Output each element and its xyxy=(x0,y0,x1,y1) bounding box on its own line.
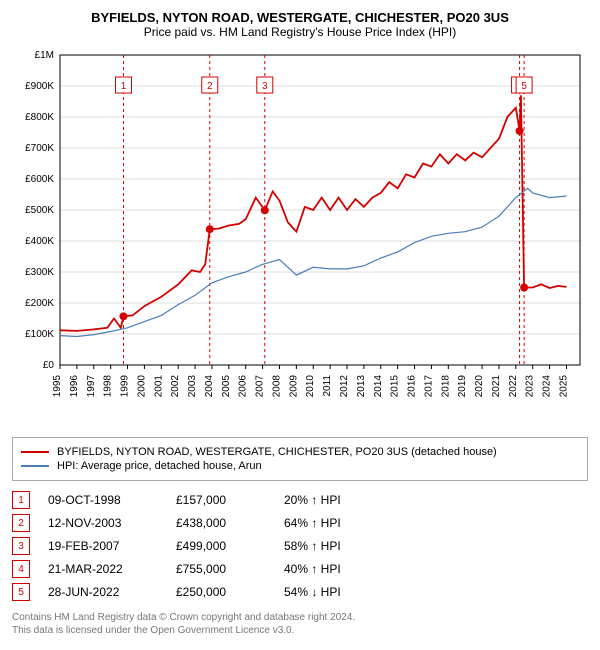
legend-swatch xyxy=(21,465,49,467)
transaction-price: £438,000 xyxy=(176,516,266,530)
svg-text:2005: 2005 xyxy=(221,375,232,398)
transaction-date: 09-OCT-1998 xyxy=(48,493,158,507)
transaction-diff: 40% ↑ HPI xyxy=(284,562,394,576)
svg-text:£700K: £700K xyxy=(25,143,54,154)
footer-attribution: Contains HM Land Registry data © Crown c… xyxy=(12,611,588,637)
svg-text:5: 5 xyxy=(521,81,527,92)
svg-text:£1M: £1M xyxy=(35,50,54,61)
chart-area: £0 £100K £200K £300K £400K £500K £600K £700K £80… xyxy=(12,47,588,427)
svg-text:1998: 1998 xyxy=(103,375,114,398)
legend-row: BYFIELDS, NYTON ROAD, WESTERGATE, CHICHE… xyxy=(21,446,579,458)
svg-text:£400K: £400K xyxy=(25,236,54,247)
svg-text:2013: 2013 xyxy=(356,375,367,398)
chart-container: BYFIELDS, NYTON ROAD, WESTERGATE, CHICHE… xyxy=(0,0,600,645)
svg-text:£300K: £300K xyxy=(25,267,54,278)
transaction-row: 3 19-FEB-2007 £499,000 58% ↑ HPI xyxy=(12,537,588,555)
svg-text:£200K: £200K xyxy=(25,298,54,309)
transaction-date: 12-NOV-2003 xyxy=(48,516,158,530)
transaction-price: £250,000 xyxy=(176,585,266,599)
legend-box: BYFIELDS, NYTON ROAD, WESTERGATE, CHICHE… xyxy=(12,437,588,481)
svg-text:1997: 1997 xyxy=(86,375,97,398)
transaction-price: £157,000 xyxy=(176,493,266,507)
svg-text:£600K: £600K xyxy=(25,174,54,185)
chart-title: BYFIELDS, NYTON ROAD, WESTERGATE, CHICHE… xyxy=(12,10,588,25)
transaction-marker: 3 xyxy=(12,537,30,555)
svg-text:2010: 2010 xyxy=(305,375,316,398)
legend-label: BYFIELDS, NYTON ROAD, WESTERGATE, CHICHE… xyxy=(57,446,497,458)
transaction-row: 5 28-JUN-2022 £250,000 54% ↓ HPI xyxy=(12,583,588,601)
transaction-row: 4 21-MAR-2022 £755,000 40% ↑ HPI xyxy=(12,560,588,578)
transaction-date: 28-JUN-2022 xyxy=(48,585,158,599)
svg-text:2004: 2004 xyxy=(204,375,215,398)
legend-label: HPI: Average price, detached house, Arun xyxy=(57,460,262,472)
svg-text:2007: 2007 xyxy=(255,375,266,398)
footer-line1: Contains HM Land Registry data © Crown c… xyxy=(12,611,588,624)
svg-text:2012: 2012 xyxy=(339,375,350,398)
svg-text:2000: 2000 xyxy=(136,375,147,398)
svg-text:2001: 2001 xyxy=(153,375,164,398)
legend-row: HPI: Average price, detached house, Arun xyxy=(21,460,579,472)
transactions-table: 1 09-OCT-1998 £157,000 20% ↑ HPI 2 12-NOV-200… xyxy=(12,491,588,601)
svg-text:2: 2 xyxy=(207,81,213,92)
svg-text:2016: 2016 xyxy=(407,375,418,398)
svg-text:2003: 2003 xyxy=(187,375,198,398)
transaction-marker: 5 xyxy=(12,583,30,601)
svg-text:2024: 2024 xyxy=(542,375,553,398)
footer-line2: This data is licensed under the Open Gov… xyxy=(12,624,588,637)
transaction-date: 19-FEB-2007 xyxy=(48,539,158,553)
transaction-diff: 58% ↑ HPI xyxy=(284,539,394,553)
transaction-price: £499,000 xyxy=(176,539,266,553)
svg-text:2019: 2019 xyxy=(457,375,468,398)
svg-text:2008: 2008 xyxy=(271,375,282,398)
transaction-marker: 2 xyxy=(12,514,30,532)
svg-text:2023: 2023 xyxy=(525,375,536,398)
chart-subtitle: Price paid vs. HM Land Registry's House … xyxy=(12,25,588,39)
svg-text:2002: 2002 xyxy=(170,375,181,398)
svg-text:£800K: £800K xyxy=(25,112,54,123)
transaction-row: 1 09-OCT-1998 £157,000 20% ↑ HPI xyxy=(12,491,588,509)
svg-text:1: 1 xyxy=(121,81,127,92)
svg-text:2009: 2009 xyxy=(288,375,299,398)
svg-text:2021: 2021 xyxy=(491,375,502,398)
transaction-diff: 64% ↑ HPI xyxy=(284,516,394,530)
transaction-diff: 54% ↓ HPI xyxy=(284,585,394,599)
svg-text:2018: 2018 xyxy=(440,375,451,398)
svg-text:£500K: £500K xyxy=(25,205,54,216)
svg-text:1999: 1999 xyxy=(120,375,131,398)
svg-text:2015: 2015 xyxy=(390,375,401,398)
svg-text:2011: 2011 xyxy=(322,375,333,397)
transaction-date: 21-MAR-2022 xyxy=(48,562,158,576)
svg-text:2014: 2014 xyxy=(373,375,384,398)
svg-text:3: 3 xyxy=(262,81,268,92)
svg-text:2017: 2017 xyxy=(423,375,434,398)
transaction-diff: 20% ↑ HPI xyxy=(284,493,394,507)
transaction-row: 2 12-NOV-2003 £438,000 64% ↑ HPI xyxy=(12,514,588,532)
svg-text:2020: 2020 xyxy=(474,375,485,398)
svg-text:2022: 2022 xyxy=(508,375,519,398)
svg-text:2025: 2025 xyxy=(558,375,569,398)
chart-svg: £0 £100K £200K £300K £400K £500K £600K £700K £80… xyxy=(12,47,588,427)
svg-text:£0: £0 xyxy=(43,360,55,371)
legend-swatch xyxy=(21,451,49,453)
transaction-marker: 1 xyxy=(12,491,30,509)
svg-text:£100K: £100K xyxy=(25,329,54,340)
svg-text:1995: 1995 xyxy=(52,375,63,398)
svg-text:1996: 1996 xyxy=(69,375,80,398)
svg-text:£900K: £900K xyxy=(25,81,54,92)
transaction-marker: 4 xyxy=(12,560,30,578)
transaction-price: £755,000 xyxy=(176,562,266,576)
svg-text:2006: 2006 xyxy=(238,375,249,398)
